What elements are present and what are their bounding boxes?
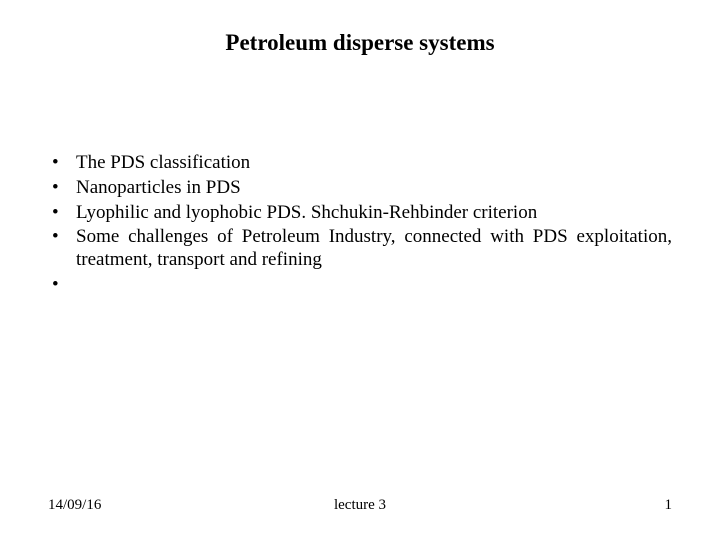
list-item: • Nanoparticles in PDS xyxy=(48,177,672,200)
footer-date: 14/09/16 xyxy=(48,497,101,514)
list-item: • Lyophilic and lyophobic PDS. Shchukin-… xyxy=(48,202,672,225)
bullet-list: • The PDS classification • Nanoparticles… xyxy=(48,152,672,297)
list-item: • Some challenges of Petroleum Industry,… xyxy=(48,226,672,272)
list-item-text: The PDS classification xyxy=(76,152,672,175)
list-item: • xyxy=(48,274,672,297)
slide-footer: 14/09/16 lecture 3 1 xyxy=(48,497,672,514)
list-item-text: Lyophilic and lyophobic PDS. Shchukin-Re… xyxy=(76,202,672,225)
bullet-icon: • xyxy=(48,274,76,297)
bullet-icon: • xyxy=(48,152,76,175)
slide-body: • The PDS classification • Nanoparticles… xyxy=(48,152,672,297)
list-item-text: Some challenges of Petroleum Industry, c… xyxy=(76,226,672,272)
list-item-text: Nanoparticles in PDS xyxy=(76,177,672,200)
bullet-icon: • xyxy=(48,177,76,200)
slide: Petroleum disperse systems • The PDS cla… xyxy=(0,0,720,540)
footer-center: lecture 3 xyxy=(48,497,672,514)
bullet-icon: • xyxy=(48,226,76,249)
footer-page-number: 1 xyxy=(665,497,673,514)
bullet-icon: • xyxy=(48,202,76,225)
slide-title: Petroleum disperse systems xyxy=(48,30,672,56)
list-item: • The PDS classification xyxy=(48,152,672,175)
